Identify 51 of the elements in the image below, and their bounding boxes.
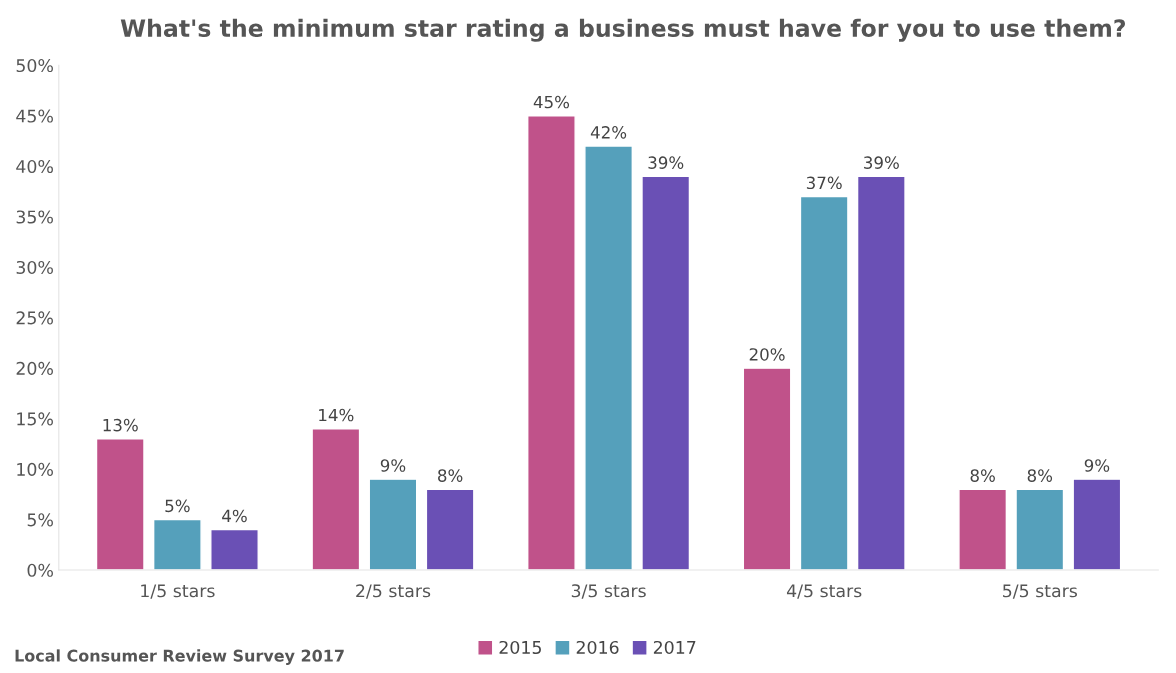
bar — [311, 428, 361, 571]
y-tick-label: 0% — [27, 563, 53, 577]
bar — [958, 488, 1008, 571]
bar — [641, 175, 691, 571]
data-label: 39% — [864, 156, 899, 169]
x-tick-label: 5/5 stars — [1003, 584, 1077, 599]
bar — [425, 488, 475, 571]
data-label: 8% — [970, 469, 995, 482]
bar — [152, 518, 202, 571]
y-tick-label: 35% — [16, 210, 53, 224]
bar — [799, 195, 849, 571]
y-tick-label: 30% — [16, 260, 53, 275]
bar — [856, 175, 906, 571]
x-tick-label: 2/5 stars — [356, 584, 431, 599]
data-label: 13% — [103, 418, 138, 432]
y-tick-label: 40% — [16, 159, 53, 174]
x-tick-label: 1/5 stars — [141, 584, 215, 599]
data-label: 9% — [380, 459, 406, 472]
data-label: 20% — [749, 348, 785, 361]
text: Local Consumer Review Survey 2017 — [15, 649, 344, 665]
bar — [742, 367, 792, 571]
legend-label: 2017 — [653, 640, 696, 655]
bar — [1072, 478, 1122, 571]
y-tick-label: 50% — [16, 58, 53, 73]
data-label: 8% — [438, 469, 463, 482]
y-tick-label: 15% — [17, 412, 53, 426]
x-tick-label: 4/5 stars — [786, 584, 862, 599]
bar — [527, 115, 576, 571]
chart-title: What's the minimum star rating a business must have for you to use them? — [120, 18, 1125, 42]
data-label: 42% — [590, 126, 627, 139]
bar — [1015, 488, 1065, 571]
bar — [584, 145, 633, 571]
y-tick-label: 5% — [27, 513, 53, 527]
legend-label: 2016 — [576, 640, 619, 655]
data-label: 4% — [222, 509, 247, 523]
data-label: 9% — [1084, 459, 1110, 472]
data-label: 8% — [1027, 469, 1053, 482]
data-label: 14% — [319, 408, 354, 422]
y-tick-label: 10% — [17, 462, 53, 476]
bar — [95, 438, 145, 571]
y-tick-label: 45% — [16, 109, 53, 123]
bar — [210, 528, 259, 571]
legend-label: 2015 — [499, 640, 541, 655]
data-label: 37% — [806, 176, 842, 190]
y-tick-label: 20% — [16, 361, 53, 375]
data-label: 5% — [165, 499, 190, 513]
x-tick-label: 3/5 stars — [571, 584, 646, 599]
data-label: 39% — [648, 156, 684, 169]
data-label: 45% — [533, 95, 570, 109]
y-tick-label: 25% — [16, 311, 53, 325]
bar — [368, 478, 418, 571]
